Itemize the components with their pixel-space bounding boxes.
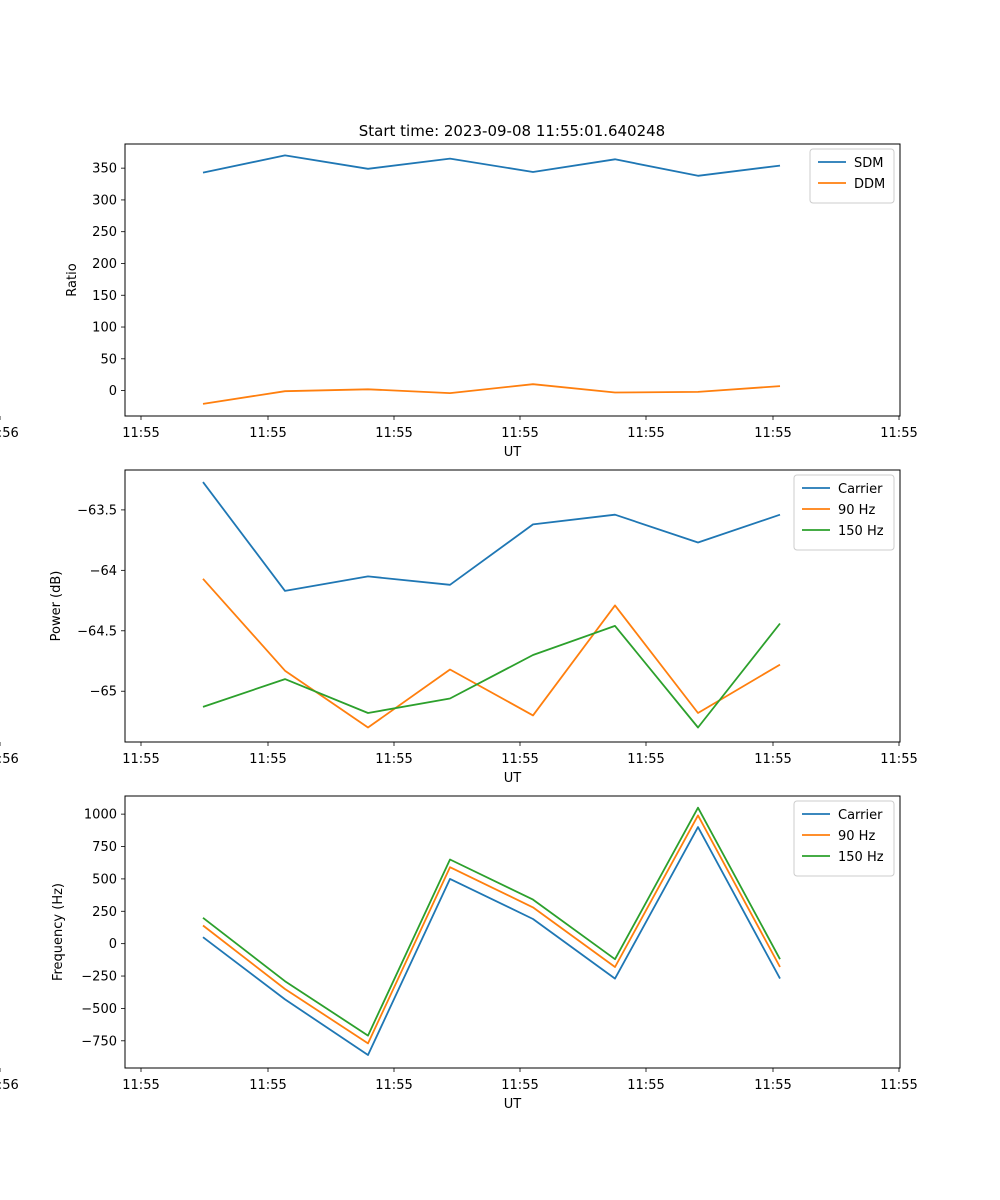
y-tick-label: 750 bbox=[92, 840, 117, 855]
axes-frame bbox=[124, 469, 901, 743]
x-tick-label: 11:55 bbox=[880, 752, 917, 767]
y-tick-label: −64.5 bbox=[77, 624, 117, 639]
x-axis-label: UT bbox=[504, 771, 522, 786]
y-tick-label: 350 bbox=[92, 162, 117, 177]
y-tick-label: −750 bbox=[81, 1034, 117, 1049]
x-tick-label: 11:55 bbox=[249, 1078, 286, 1093]
legend-label: Carrier bbox=[838, 482, 883, 497]
power-panel: 11:55 11:55 11:55 11:55 11:55 11:55 11:55 11:56… bbox=[0, 469, 918, 786]
y-tick-label: 50 bbox=[100, 352, 117, 367]
y-axis-label: Ratio bbox=[65, 263, 80, 296]
series-line-150-hz bbox=[202, 622, 781, 729]
legend-box bbox=[793, 800, 895, 877]
y-tick-label: 500 bbox=[92, 872, 117, 887]
x-tick-label: 11:55 bbox=[880, 426, 917, 441]
y-axis-label: Frequency (Hz) bbox=[51, 883, 66, 981]
x-tick-label: 11:55 bbox=[375, 426, 412, 441]
y-tick-label: 1000 bbox=[84, 808, 117, 823]
series-line-carrier bbox=[202, 481, 781, 592]
y-tick-label: −65 bbox=[90, 685, 117, 700]
ratio-panel: 11:55 11:55 11:55 11:55 11:55 11:55 11:55 11:56… bbox=[0, 143, 918, 460]
series-line-90-hz bbox=[202, 578, 781, 729]
x-tick-label: 11:55 bbox=[375, 752, 412, 767]
x-tick-label: 11:55 bbox=[375, 1078, 412, 1093]
series-line-90-hz bbox=[202, 814, 781, 1045]
x-tick-label: 11:55 bbox=[627, 1078, 664, 1093]
legend-label: 90 Hz bbox=[838, 829, 875, 844]
y-tick-label: 200 bbox=[92, 257, 117, 272]
x-tick-label: 11:56 bbox=[0, 752, 19, 767]
x-tick-label: 11:56 bbox=[0, 1078, 19, 1093]
x-tick-label: 11:55 bbox=[627, 426, 664, 441]
y-tick-label: 250 bbox=[92, 905, 117, 920]
x-tick-label: 11:56 bbox=[0, 426, 19, 441]
x-tick-label: 11:55 bbox=[627, 752, 664, 767]
legend-label: DDM bbox=[854, 177, 885, 192]
y-tick-label: 300 bbox=[92, 193, 117, 208]
x-tick-label: 11:55 bbox=[122, 1078, 159, 1093]
x-tick-label: 11:55 bbox=[754, 426, 791, 441]
legend-label: 150 Hz bbox=[838, 850, 884, 865]
x-tick-label: 11:55 bbox=[754, 752, 791, 767]
series-line-ddm bbox=[202, 383, 781, 405]
x-tick-label: 11:55 bbox=[880, 1078, 917, 1093]
legend-label: SDM bbox=[854, 156, 883, 171]
y-tick-label: 250 bbox=[92, 225, 117, 240]
legend-label: Carrier bbox=[838, 808, 883, 823]
frequency-panel: 11:55 11:55 11:55 11:55 11:55 11:55 11:55 11:56… bbox=[0, 795, 918, 1112]
legend: Carrier 90 Hz 150 Hz bbox=[793, 800, 895, 877]
x-axis-label: UT bbox=[504, 1097, 522, 1112]
x-tick-label: 11:55 bbox=[122, 752, 159, 767]
legend: SDM DDM bbox=[809, 148, 895, 204]
axes-frame bbox=[124, 795, 901, 1069]
x-tick-label: 11:55 bbox=[501, 426, 538, 441]
legend-label: 90 Hz bbox=[838, 503, 875, 518]
y-tick-label: 0 bbox=[109, 384, 117, 399]
y-tick-label: −64 bbox=[90, 564, 117, 579]
y-tick-label: 100 bbox=[92, 321, 117, 336]
y-axis-label: Power (dB) bbox=[49, 571, 64, 642]
x-tick-label: 11:55 bbox=[122, 426, 159, 441]
series-line-150-hz bbox=[202, 806, 781, 1037]
series-line-sdm bbox=[202, 154, 781, 177]
axes-frame bbox=[124, 143, 901, 417]
series-line-carrier bbox=[202, 826, 781, 1056]
legend-box bbox=[793, 474, 895, 551]
y-tick-label: 0 bbox=[109, 937, 117, 952]
y-tick-label: −250 bbox=[81, 970, 117, 985]
legend-label: 150 Hz bbox=[838, 524, 884, 539]
x-tick-label: 11:55 bbox=[249, 752, 286, 767]
x-tick-label: 11:55 bbox=[501, 1078, 538, 1093]
y-tick-label: 150 bbox=[92, 289, 117, 304]
x-tick-label: 11:55 bbox=[249, 426, 286, 441]
x-tick-label: 11:55 bbox=[754, 1078, 791, 1093]
x-tick-label: 11:55 bbox=[501, 752, 538, 767]
x-axis-label: UT bbox=[504, 445, 522, 460]
y-tick-label: −63.5 bbox=[77, 503, 117, 518]
chart-title: Start time: 2023-09-08 11:55:01.640248 bbox=[359, 122, 665, 140]
legend: Carrier 90 Hz 150 Hz bbox=[793, 474, 895, 551]
y-tick-label: −500 bbox=[81, 1002, 117, 1017]
